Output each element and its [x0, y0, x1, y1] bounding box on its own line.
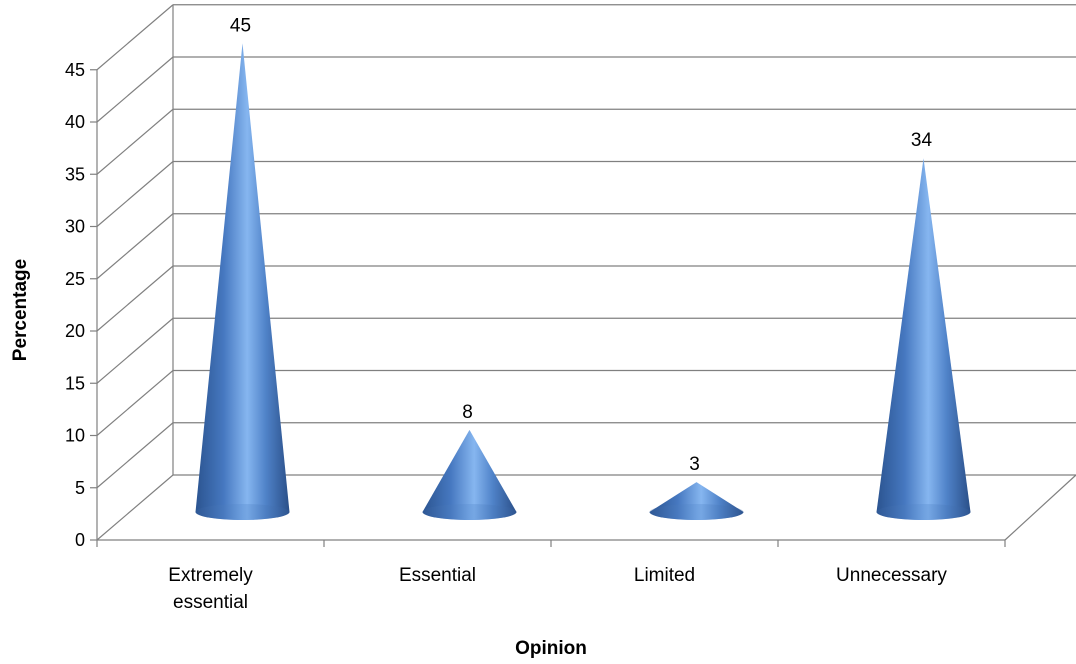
y-tick-label: 25 — [65, 269, 85, 289]
category-label: Unnecessary — [836, 565, 947, 586]
data-label: 8 — [462, 402, 473, 423]
cone-series — [195, 43, 971, 520]
category-labels: Extremely essential Essential Limited Unnece… — [168, 565, 947, 613]
y-tick-label: 0 — [75, 530, 85, 550]
gridline — [96, 108, 1076, 175]
category-label: Essential — [399, 565, 476, 586]
floor-right-edge — [1004, 474, 1076, 541]
y-axis-ticks: 0 5 10 15 20 25 30 35 40 45 — [65, 60, 97, 550]
cone-bar — [649, 482, 744, 520]
gridlines — [96, 4, 1076, 541]
data-label: 3 — [689, 454, 700, 475]
category-label: Extremely essential — [168, 565, 253, 613]
y-tick-label: 45 — [65, 60, 85, 80]
y-tick-label: 35 — [65, 164, 85, 184]
gridline — [96, 4, 1076, 71]
x-axis-title: Opinion — [515, 638, 587, 659]
cone-bar — [876, 158, 971, 520]
data-labels: 45 8 3 34 — [230, 15, 933, 475]
gridline — [96, 160, 1076, 227]
y-tick-label: 15 — [65, 373, 85, 393]
cone-bar — [195, 43, 290, 520]
data-label: 45 — [230, 15, 251, 36]
y-tick-label: 30 — [65, 217, 85, 237]
y-tick-label: 5 — [75, 478, 85, 498]
y-tick-label: 20 — [65, 321, 85, 341]
y-tick-label: 10 — [65, 426, 85, 446]
gridline — [96, 56, 1076, 123]
category-label: Limited — [634, 565, 695, 586]
axes — [96, 4, 1076, 547]
cone-bar — [422, 429, 517, 520]
data-label: 34 — [911, 130, 933, 151]
y-tick-label: 40 — [65, 112, 85, 132]
y-axis-title: Percentage — [10, 259, 31, 361]
